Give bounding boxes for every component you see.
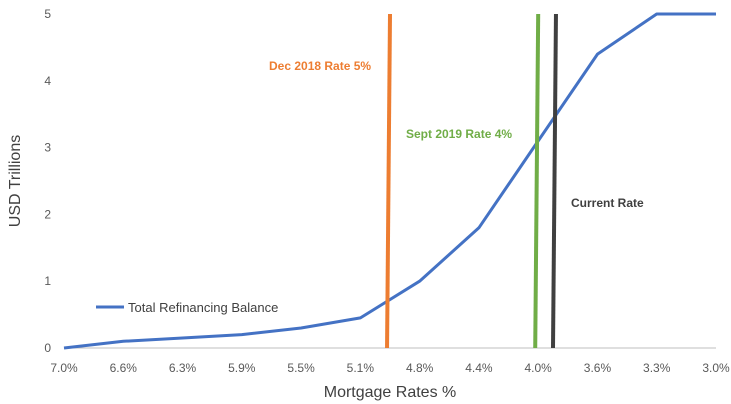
y-tick-label: 1 <box>44 274 51 288</box>
y-tick-label: 0 <box>44 341 51 355</box>
reference-line-label: Current Rate <box>571 196 644 210</box>
y-tick-label: 4 <box>44 74 51 88</box>
x-tick-label: 5.1% <box>347 361 375 375</box>
reference-line <box>551 13 558 349</box>
reference-lines-layer <box>385 13 558 349</box>
y-axis-title: USD Trillions <box>7 135 24 227</box>
x-tick-label: 3.3% <box>643 361 671 375</box>
y-tick-label: 3 <box>44 141 51 155</box>
x-tick-label: 4.4% <box>465 361 493 375</box>
x-tick-label: 4.8% <box>406 361 434 375</box>
x-tick-label: 5.9% <box>228 361 256 375</box>
x-axis-title: Mortgage Rates % <box>324 384 457 401</box>
reference-line <box>385 13 392 349</box>
legend-label: Total Refinancing Balance <box>128 300 278 315</box>
x-tick-label: 4.0% <box>525 361 553 375</box>
reference-line <box>533 13 541 349</box>
x-tick-label: 6.6% <box>110 361 138 375</box>
x-tick-label: 7.0% <box>50 361 78 375</box>
x-tick-label: 6.3% <box>169 361 197 375</box>
x-tick-label: 3.0% <box>702 361 730 375</box>
axes-layer: 7.0% 6.6% 6.3% 5.9% 5.5% 5.1% 4.8% 4.4% 4.0% 3.6%… <box>44 7 730 375</box>
legend: Total Refinancing Balance <box>96 300 278 315</box>
x-tick-label: 5.5% <box>287 361 315 375</box>
y-tick-label: 2 <box>44 207 51 221</box>
series-line <box>63 12 716 350</box>
y-tick-label: 5 <box>44 7 51 21</box>
x-tick-label: 3.6% <box>584 361 612 375</box>
labels-layer: Dec 2018 Rate 5% Sept 2019 Rate 4% Current… <box>269 59 644 210</box>
reference-line-label: Dec 2018 Rate 5% <box>269 59 371 73</box>
reference-line-label: Sept 2019 Rate 4% <box>406 127 512 141</box>
